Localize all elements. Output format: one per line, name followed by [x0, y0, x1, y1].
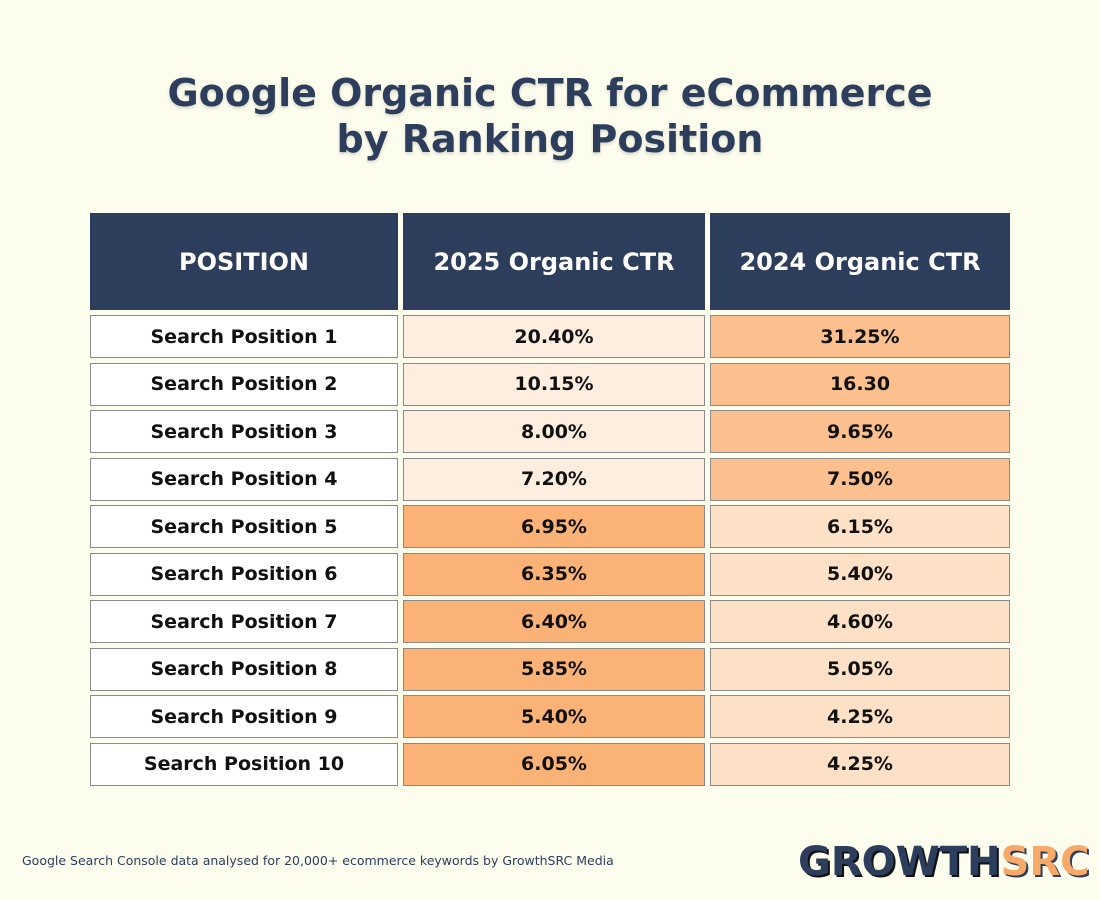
ctr-2024-cell: 4.25% [710, 742, 1010, 786]
position-cell: Search Position 9 [90, 695, 398, 738]
header-position: POSITION [90, 213, 398, 310]
table-row: Search Position 4 7.20% 7.50% [90, 457, 1010, 501]
ctr-2025-cell: 6.95% [403, 505, 705, 548]
position-cell: Search Position 5 [90, 505, 398, 548]
ctr-2025-cell: 8.00% [403, 410, 705, 453]
table-row: Search Position 1 20.40% 31.25% [90, 315, 1010, 358]
ctr-2024-cell: 7.50% [710, 457, 1010, 501]
page-title: Google Organic CTR for eCommerce by Rank… [0, 70, 1100, 162]
ctr-2024-cell: 4.25% [710, 695, 1010, 738]
ctr-2024-cell: 5.40% [710, 552, 1010, 596]
table-row: Search Position 6 6.35% 5.40% [90, 552, 1010, 596]
ctr-2024-cell: 4.60% [710, 600, 1010, 643]
table-header-row: POSITION 2025 Organic CTR 2024 Organic C… [90, 213, 1010, 310]
ctr-table: POSITION 2025 Organic CTR 2024 Organic C… [90, 213, 1010, 790]
table-row: Search Position 7 6.40% 4.60% [90, 600, 1010, 643]
position-cell: Search Position 4 [90, 457, 398, 501]
ctr-2025-cell: 6.40% [403, 600, 705, 643]
ctr-2025-cell: 5.85% [403, 647, 705, 691]
logo-part-growth: GROWTH [798, 839, 1001, 885]
table-row: Search Position 10 6.05% 4.25% [90, 742, 1010, 786]
position-cell: Search Position 3 [90, 410, 398, 453]
ctr-2024-cell: 16.30 [710, 362, 1010, 406]
position-cell: Search Position 2 [90, 362, 398, 406]
table-row: Search Position 2 10.15% 16.30 [90, 362, 1010, 406]
header-2025-ctr: 2025 Organic CTR [403, 213, 705, 310]
ctr-2025-cell: 7.20% [403, 457, 705, 501]
title-line-2: by Ranking Position [336, 117, 764, 161]
position-cell: Search Position 7 [90, 600, 398, 643]
position-cell: Search Position 1 [90, 315, 398, 358]
ctr-2025-cell: 5.40% [403, 695, 705, 738]
header-2024-ctr: 2024 Organic CTR [710, 213, 1010, 310]
ctr-2024-cell: 9.65% [710, 410, 1010, 453]
position-cell: Search Position 10 [90, 742, 398, 786]
position-cell: Search Position 6 [90, 552, 398, 596]
ctr-2025-cell: 10.15% [403, 362, 705, 406]
logo-part-src: SRC [1000, 839, 1090, 885]
table-row: Search Position 8 5.85% 5.05% [90, 647, 1010, 691]
ctr-2024-cell: 5.05% [710, 647, 1010, 691]
ctr-2024-cell: 6.15% [710, 505, 1010, 548]
ctr-2025-cell: 6.35% [403, 552, 705, 596]
position-cell: Search Position 8 [90, 647, 398, 691]
table-row: Search Position 5 6.95% 6.15% [90, 505, 1010, 548]
growthsrc-logo: GROWTHSRC [798, 838, 1090, 886]
footnote: Google Search Console data analysed for … [22, 853, 614, 868]
ctr-2025-cell: 6.05% [403, 742, 705, 786]
ctr-2025-cell: 20.40% [403, 315, 705, 358]
table-body: Search Position 1 20.40% 31.25% Search Posi… [90, 315, 1010, 786]
table-row: Search Position 9 5.40% 4.25% [90, 695, 1010, 738]
title-line-1: Google Organic CTR for eCommerce [167, 71, 933, 115]
table-row: Search Position 3 8.00% 9.65% [90, 410, 1010, 453]
ctr-2024-cell: 31.25% [710, 315, 1010, 358]
